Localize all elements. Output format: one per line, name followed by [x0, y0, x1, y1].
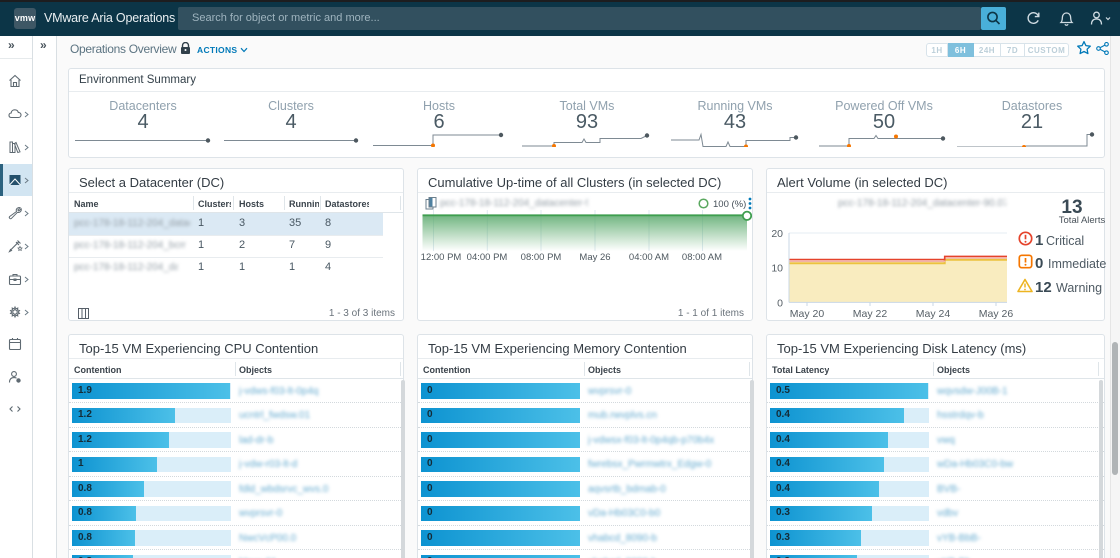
svg-text:May 20: May 20	[790, 308, 825, 320]
svg-text:May 26: May 26	[579, 252, 610, 263]
svg-text:May 26: May 26	[979, 308, 1014, 320]
svg-text:0: 0	[777, 297, 783, 309]
svg-text:04:00 PM: 04:00 PM	[467, 252, 508, 263]
svg-text:08:00 PM: 08:00 PM	[521, 252, 562, 263]
svg-text:10: 10	[771, 263, 783, 275]
svg-text:12:00 PM: 12:00 PM	[421, 252, 462, 263]
svg-text:May 24: May 24	[916, 308, 951, 320]
svg-text:08:00 AM: 08:00 AM	[682, 252, 722, 263]
svg-text:May 22: May 22	[853, 308, 888, 320]
svg-text:04:00 AM: 04:00 AM	[629, 252, 669, 263]
svg-text:20: 20	[771, 228, 783, 240]
